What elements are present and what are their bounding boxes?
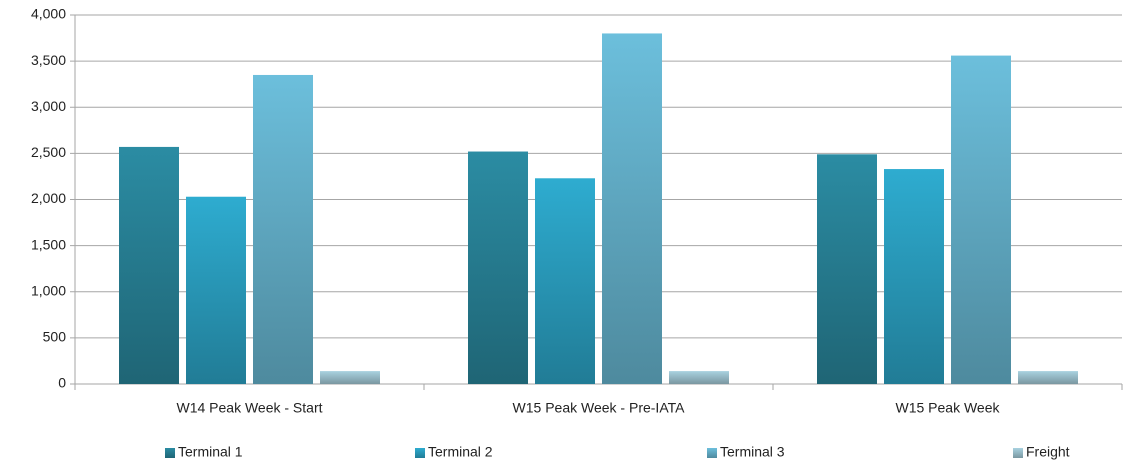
bar bbox=[320, 371, 380, 384]
y-tick-label: 500 bbox=[43, 329, 67, 345]
bar bbox=[884, 169, 944, 384]
y-tick-label: 2,000 bbox=[31, 190, 66, 206]
legend-swatch bbox=[415, 448, 425, 458]
y-tick-label: 3,000 bbox=[31, 98, 66, 114]
legend-label: Terminal 3 bbox=[720, 444, 785, 460]
bar bbox=[186, 196, 246, 384]
legend-label: Freight bbox=[1026, 444, 1070, 460]
bar bbox=[669, 371, 729, 384]
y-tick-label: 3,500 bbox=[31, 52, 66, 68]
bar bbox=[602, 33, 662, 384]
bar bbox=[253, 74, 313, 385]
bar bbox=[468, 151, 528, 384]
bar bbox=[817, 154, 877, 384]
x-tick-label: W15 Peak Week - Pre-IATA bbox=[513, 400, 686, 416]
y-tick-label: 1,500 bbox=[31, 236, 66, 252]
legend-swatch bbox=[1013, 448, 1023, 458]
bar bbox=[1018, 371, 1078, 384]
bar bbox=[535, 178, 595, 384]
legend-label: Terminal 2 bbox=[428, 444, 493, 460]
y-tick-label: 1,000 bbox=[31, 282, 66, 298]
x-tick-label: W14 Peak Week - Start bbox=[176, 400, 322, 416]
legend-swatch bbox=[707, 448, 717, 458]
legend-swatch bbox=[165, 448, 175, 458]
bar bbox=[119, 146, 179, 384]
y-tick-label: 0 bbox=[58, 375, 66, 391]
y-tick-label: 2,500 bbox=[31, 144, 66, 160]
y-tick-label: 4,000 bbox=[31, 6, 66, 22]
legend-label: Terminal 1 bbox=[178, 444, 243, 460]
x-tick-label: W15 Peak Week bbox=[895, 400, 1000, 416]
bar bbox=[951, 55, 1011, 385]
